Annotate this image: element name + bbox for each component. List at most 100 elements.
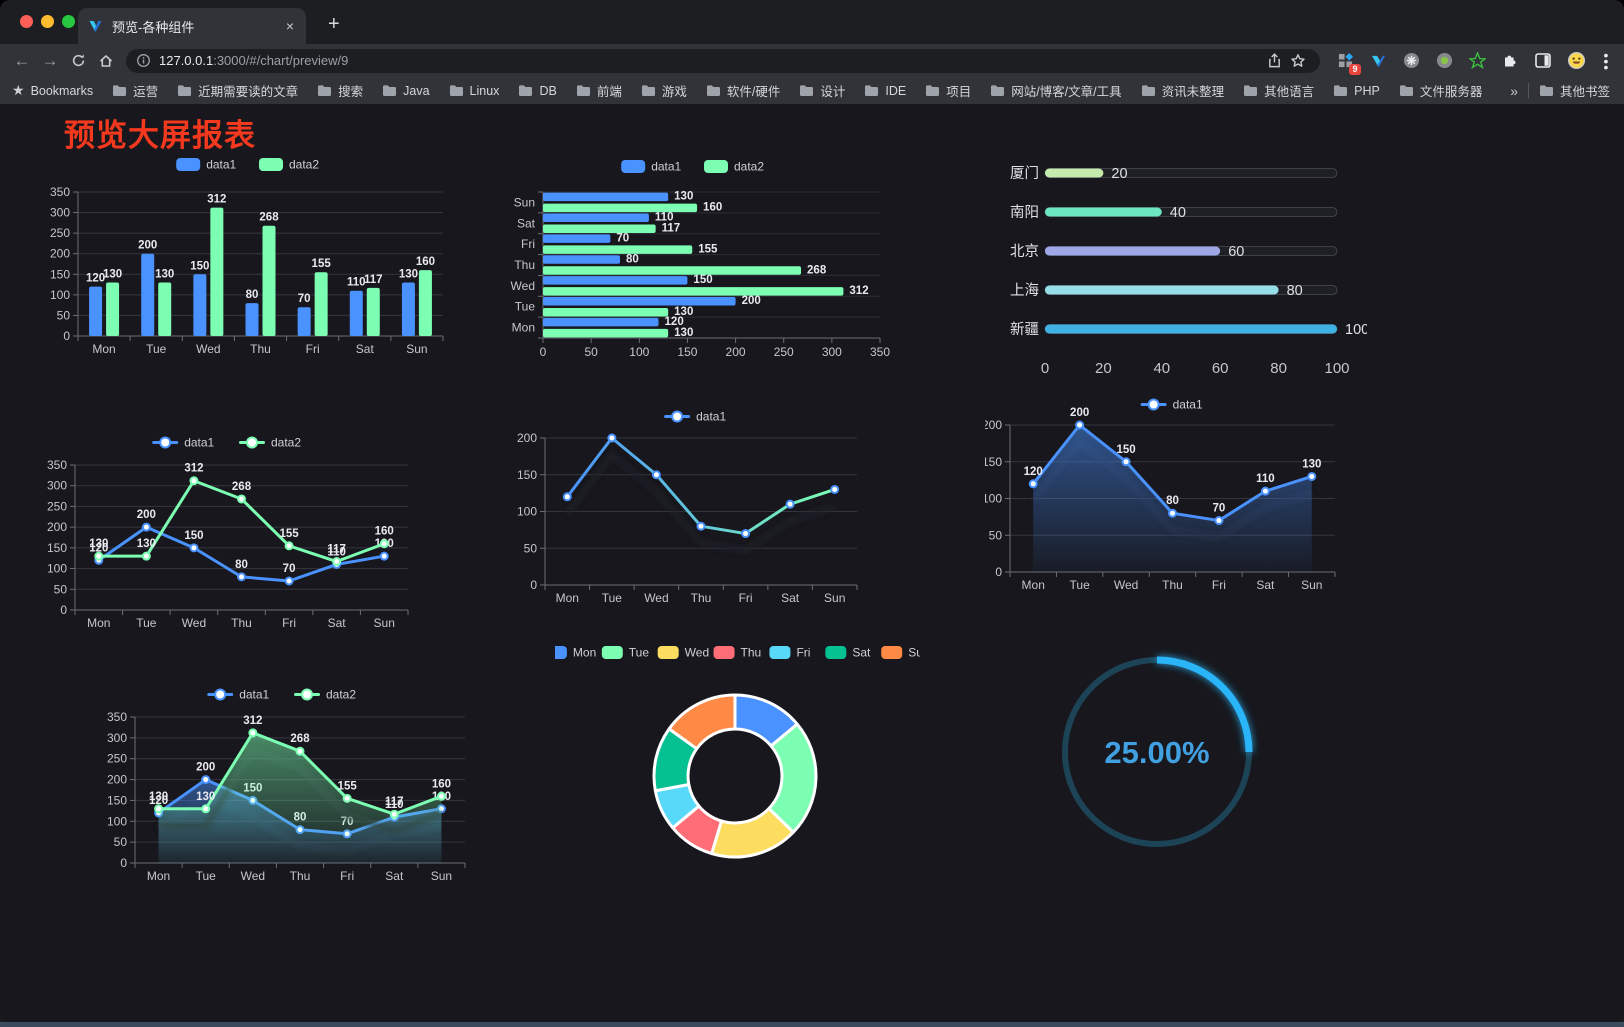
bar[interactable]	[141, 253, 155, 336]
legend-swatch[interactable]	[621, 160, 646, 173]
legend-swatch[interactable]	[259, 158, 283, 171]
data-point[interactable]	[562, 492, 572, 502]
data-point[interactable]	[389, 809, 399, 819]
data-point[interactable]	[284, 576, 294, 586]
legend-swatch[interactable]	[704, 160, 728, 173]
data-point[interactable]	[1028, 479, 1038, 489]
bookmark-folder-item[interactable]: 软件/硬件	[706, 81, 780, 100]
bar[interactable]	[366, 287, 380, 336]
bookmark-folder-item[interactable]: 文件服务器	[1399, 81, 1482, 100]
data-point[interactable]	[189, 543, 199, 553]
chart-gauge[interactable]: 25.00%	[1059, 648, 1259, 860]
data-point[interactable]	[785, 499, 795, 509]
bar[interactable]	[543, 192, 669, 202]
data-point[interactable]	[741, 529, 751, 539]
url-text[interactable]: 127.0.0.1:3000/#/chart/preview/9	[159, 53, 1262, 68]
extension-vue-button[interactable]	[1365, 49, 1391, 73]
data-point[interactable]	[696, 521, 706, 531]
back-button[interactable]: ←	[13, 50, 31, 70]
extension-command-button[interactable]	[1398, 49, 1424, 73]
data-point[interactable]	[141, 551, 151, 561]
bar[interactable]	[543, 296, 736, 306]
data-point[interactable]	[284, 541, 294, 551]
extension-grid-button[interactable]: 9	[1332, 49, 1361, 75]
bar[interactable]	[106, 282, 120, 336]
area-single-canvas[interactable]: data1 0 50 100 150 200 Mon Tue Wed Thu Fri Sat Sun 12…	[985, 390, 1363, 590]
chart-area-dual[interactable]: data1 data2 0 50 100 150 200 250 300 350 Mon Tue Wed…	[100, 680, 468, 886]
legend-swatch[interactable]	[657, 646, 679, 659]
zoom-window-button[interactable]	[62, 15, 75, 28]
legend-swatch[interactable]	[825, 646, 847, 659]
bookmark-item-bookmarks[interactable]: ★ Bookmarks	[12, 82, 93, 99]
bar[interactable]	[543, 224, 656, 234]
legend-swatch[interactable]	[555, 646, 567, 659]
legend-swatch[interactable]	[713, 646, 735, 659]
data-point[interactable]	[1307, 471, 1317, 481]
home-button[interactable]	[92, 48, 120, 74]
bar[interactable]	[349, 290, 363, 336]
bookmark-folder-item[interactable]: 近期需要读的文章	[177, 81, 298, 100]
browser-menu-button[interactable]: • • •	[1603, 46, 1609, 75]
bookmark-folder-item[interactable]: 运营	[112, 81, 158, 100]
data-point[interactable]	[295, 746, 305, 756]
legend-swatch[interactable]	[881, 646, 903, 659]
close-window-button[interactable]	[20, 15, 33, 28]
data-point[interactable]	[1168, 508, 1177, 518]
bar[interactable]	[193, 274, 207, 336]
donut-canvas[interactable]: Mon Tue Wed Thu Fri Sat Sun	[555, 638, 920, 888]
data-point[interactable]	[94, 551, 104, 561]
bookmark-folder-item[interactable]: 搜索	[317, 81, 363, 100]
bar-horizontal-canvas[interactable]: data1 data2 Mon Tue Wed Thu Fri Sat Sun 0 50 100 150…	[500, 152, 890, 367]
chart-line-dual[interactable]: data1 data2 0 50 100 150 200 250 300 350 Mon Tue Wed…	[45, 428, 413, 634]
browser-tab[interactable]: 预览-各种组件 ×	[78, 8, 306, 44]
bookmark-folder-item[interactable]: 其他语言	[1243, 81, 1314, 100]
data-point[interactable]	[379, 551, 389, 561]
data-point[interactable]	[141, 522, 151, 532]
chart-progress-bars[interactable]: 厦门 20 南阳 40 北京 60 上海 80 新疆 100 0 20 40 60 80 100	[995, 157, 1367, 385]
line-single-canvas[interactable]: data1 0 50 100 150 200 Mon Tue Wed Thu Fri Sat Sun	[505, 402, 890, 608]
bar[interactable]	[543, 266, 802, 275]
bookmark-folder-item[interactable]: PHP	[1333, 84, 1380, 98]
pie-slice-Sun[interactable]	[667, 693, 737, 751]
legend-swatch[interactable]	[601, 646, 623, 659]
data-point[interactable]	[332, 557, 342, 567]
bookmark-folder-item[interactable]: 设计	[799, 81, 845, 100]
bar[interactable]	[543, 287, 844, 296]
data-point[interactable]	[342, 793, 352, 803]
gauge-canvas[interactable]: 25.00%	[1059, 648, 1259, 860]
data-point[interactable]	[379, 539, 389, 549]
extension-recorder-button[interactable]	[1431, 49, 1457, 73]
bar[interactable]	[543, 213, 649, 223]
legend-swatch[interactable]	[176, 158, 201, 171]
legend-swatch[interactable]	[769, 646, 791, 659]
chart-bar-vertical[interactable]: data1 data2 0 50 100 150 200 250 300 350 Mon Tue Wed…	[40, 150, 460, 362]
bookmark-page-button[interactable]	[1286, 50, 1310, 72]
bookmark-folder-item[interactable]: 网站/博客/文章/工具	[990, 81, 1122, 100]
new-tab-button[interactable]: +	[328, 13, 340, 35]
bar[interactable]	[543, 328, 669, 338]
minimize-window-button[interactable]	[41, 15, 54, 28]
profile-avatar-button[interactable]	[1563, 49, 1589, 73]
progress-bars-canvas[interactable]: 厦门 20 南阳 40 北京 60 上海 80 新疆 100 0 20 40 60 80 100	[995, 157, 1367, 385]
bookmark-folder-item[interactable]: 游戏	[641, 81, 687, 100]
extension-pentagram-button[interactable]	[1464, 49, 1490, 73]
forward-button[interactable]: →	[41, 50, 59, 70]
chart-donut[interactable]: Mon Tue Wed Thu Fri Sat Sun	[555, 638, 920, 888]
bar[interactable]	[297, 307, 311, 336]
bar[interactable]	[210, 207, 224, 336]
bar[interactable]	[543, 317, 659, 327]
data-point[interactable]	[1075, 420, 1085, 430]
url-bar[interactable]: 127.0.0.1:3000/#/chart/preview/9	[126, 48, 1320, 73]
bar[interactable]	[401, 282, 415, 336]
tab-close-icon[interactable]: ×	[285, 18, 294, 34]
data-point[interactable]	[1260, 486, 1270, 496]
chart-line-single[interactable]: data1 0 50 100 150 200 Mon Tue Wed Thu Fri Sat Sun	[505, 402, 890, 608]
bar[interactable]	[314, 272, 328, 336]
data-point[interactable]	[1214, 516, 1224, 526]
bar[interactable]	[245, 303, 259, 336]
extensions-puzzle-button[interactable]	[1497, 49, 1523, 73]
bar[interactable]	[543, 255, 621, 264]
bar[interactable]	[89, 286, 103, 336]
area-dual-canvas[interactable]: data1 data2 0 50 100 150 200 250 300 350 Mon Tue Wed…	[100, 680, 468, 886]
data-point[interactable]	[651, 470, 661, 480]
